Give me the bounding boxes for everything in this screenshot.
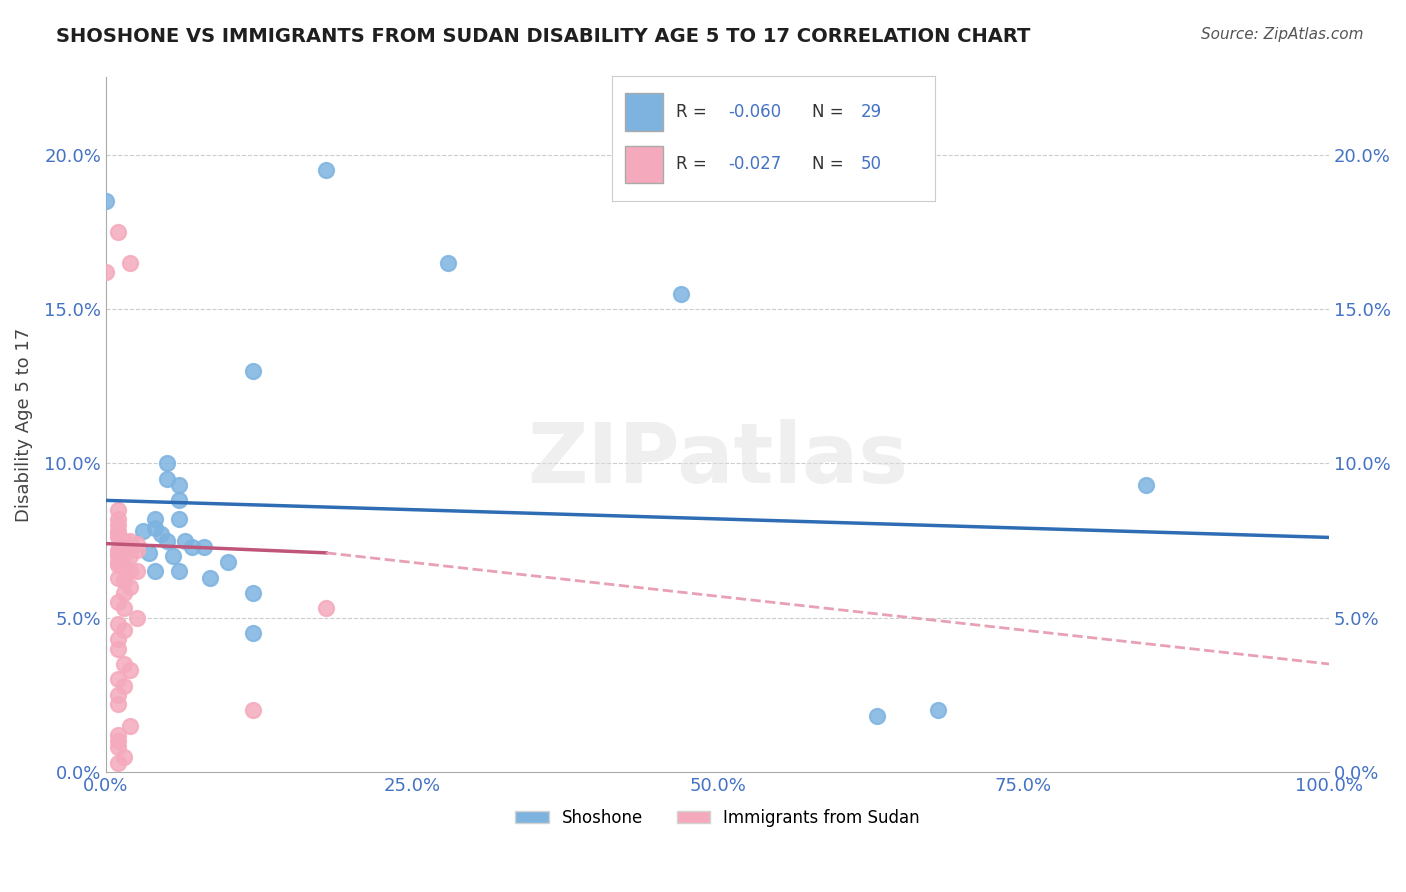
Point [143,565,166,579]
Point [107,225,129,239]
Point [198,570,221,584]
Point [138,546,160,560]
Point [120,533,142,548]
Point [107,546,129,560]
Point [669,286,692,301]
Point [143,521,166,535]
Point [107,595,129,609]
FancyBboxPatch shape [624,94,664,131]
Point [120,663,142,677]
Point [120,719,142,733]
Point [112,657,135,671]
Point [169,512,191,526]
Point [927,703,949,717]
Point [162,549,184,563]
Y-axis label: Disability Age 5 to 17: Disability Age 5 to 17 [15,327,32,522]
Point [112,540,135,554]
Point [107,734,129,748]
Point [242,364,264,378]
Point [112,574,135,588]
Point [94,265,117,279]
Text: ZIPatlas: ZIPatlas [527,419,908,500]
Point [107,570,129,584]
Point [125,536,148,550]
Point [107,542,129,557]
Point [107,524,129,539]
Text: R =: R = [676,155,713,173]
Point [174,533,197,548]
Point [242,703,264,717]
Point [94,194,117,208]
Point [437,255,460,269]
Point [107,527,129,541]
Point [315,163,337,178]
Text: SHOSHONE VS IMMIGRANTS FROM SUDAN DISABILITY AGE 5 TO 17 CORRELATION CHART: SHOSHONE VS IMMIGRANTS FROM SUDAN DISABI… [56,27,1031,45]
Point [107,697,129,711]
Point [107,632,129,647]
Text: R =: R = [676,103,713,121]
Point [107,502,129,516]
Point [112,561,135,575]
Point [180,540,202,554]
Point [125,610,148,624]
Point [112,549,135,563]
Point [112,749,135,764]
Point [242,586,264,600]
Point [107,740,129,755]
Point [107,688,129,702]
Text: 50: 50 [860,155,882,173]
Point [131,524,153,539]
Point [217,555,239,569]
Point [107,530,129,544]
Point [169,493,191,508]
Point [107,558,129,573]
Point [193,540,215,554]
Point [169,565,191,579]
Point [865,709,887,723]
Point [107,756,129,770]
Point [125,542,148,557]
Point [112,623,135,637]
Point [156,472,179,486]
Point [120,580,142,594]
Point [112,601,135,615]
Text: Source: ZipAtlas.com: Source: ZipAtlas.com [1201,27,1364,42]
Point [107,512,129,526]
FancyBboxPatch shape [624,145,664,183]
Point [107,518,129,533]
Text: -0.060: -0.060 [728,103,782,121]
Point [120,565,142,579]
Text: 29: 29 [860,103,882,121]
Point [107,555,129,569]
Point [156,456,179,470]
Point [120,540,142,554]
Point [112,533,135,548]
Point [107,728,129,742]
Point [150,527,173,541]
Point [107,673,129,687]
Text: -0.027: -0.027 [728,155,782,173]
Point [107,549,129,563]
Point [169,478,191,492]
Text: N =: N = [813,103,849,121]
Point [120,549,142,563]
Legend: Shoshone, Immigrants from Sudan: Shoshone, Immigrants from Sudan [509,802,927,833]
Point [1135,478,1157,492]
Point [156,533,179,548]
Point [107,616,129,631]
Point [143,512,166,526]
Text: N =: N = [813,155,849,173]
Point [107,641,129,656]
Point [112,586,135,600]
Point [112,679,135,693]
Point [315,601,337,615]
Point [125,565,148,579]
Point [120,255,142,269]
Point [242,626,264,640]
